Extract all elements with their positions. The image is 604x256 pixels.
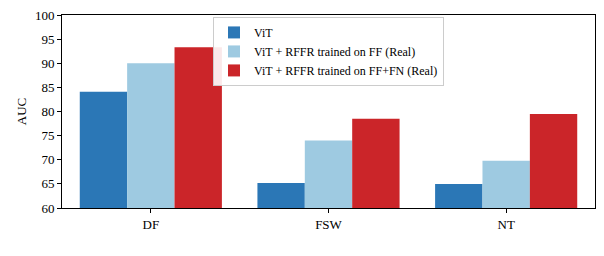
svg-text:100: 100 [35,8,55,23]
svg-text:NT: NT [497,217,514,232]
svg-text:75: 75 [41,128,54,143]
svg-text:60: 60 [41,201,54,216]
svg-text:90: 90 [41,56,54,71]
svg-text:DF: DF [143,217,160,232]
svg-text:FSW: FSW [315,217,342,232]
svg-text:ViT + RFFR trained on FF (Real: ViT + RFFR trained on FF (Real) [254,45,415,59]
svg-text:85: 85 [41,80,54,95]
svg-text:80: 80 [41,104,54,119]
svg-text:95: 95 [41,32,54,47]
svg-text:ViT: ViT [254,26,273,40]
svg-text:AUC: AUC [14,98,29,125]
svg-text:65: 65 [41,176,54,191]
svg-text:70: 70 [41,152,54,167]
svg-text:ViT + RFFR trained on FF+FN (R: ViT + RFFR trained on FF+FN (Real) [254,64,437,78]
